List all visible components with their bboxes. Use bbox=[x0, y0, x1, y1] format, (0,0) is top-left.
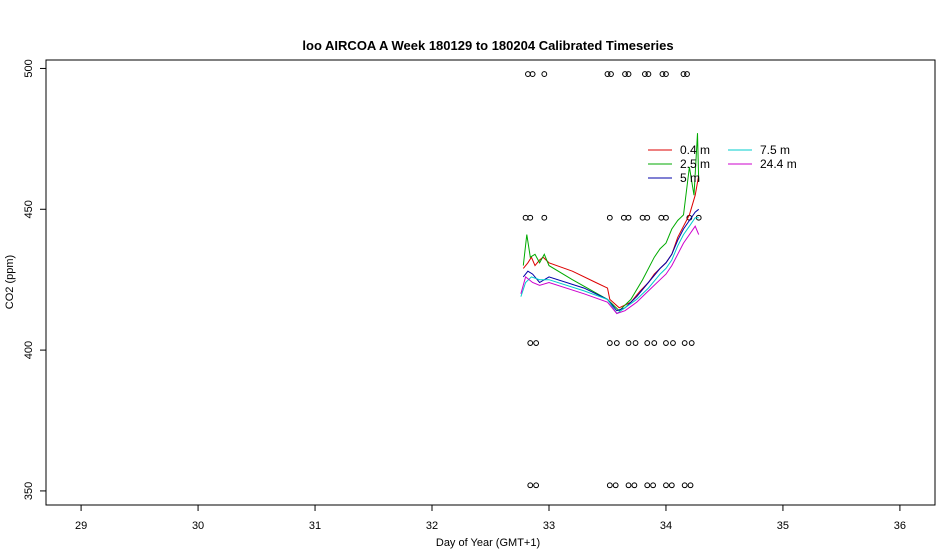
marker-point bbox=[625, 71, 632, 77]
x-tick-label: 36 bbox=[894, 520, 906, 532]
marker-point bbox=[644, 214, 651, 221]
legend: 0.4 m2.5 m5 m 7.5 m24.4 m bbox=[648, 143, 797, 185]
y-tick-label: 450 bbox=[23, 200, 35, 218]
marker-point bbox=[651, 340, 658, 346]
y-tick-label: 400 bbox=[23, 341, 35, 359]
marker-point bbox=[650, 482, 656, 489]
x-tick-label: 33 bbox=[543, 520, 555, 532]
legend-label: 24.4 m bbox=[760, 157, 797, 171]
marker-point bbox=[522, 214, 529, 221]
y-tick-label: 500 bbox=[23, 59, 35, 77]
x-tick-label: 34 bbox=[660, 520, 672, 532]
series-line bbox=[522, 175, 700, 309]
marker-point bbox=[663, 214, 669, 221]
marker-point bbox=[670, 340, 676, 346]
series-line bbox=[520, 225, 700, 315]
x-tick-label: 35 bbox=[777, 520, 789, 532]
marker-point bbox=[541, 214, 548, 221]
marker-point bbox=[527, 482, 534, 489]
marker-point bbox=[663, 71, 669, 77]
marker-point bbox=[680, 71, 687, 77]
marker-point bbox=[527, 340, 534, 346]
marker-point bbox=[668, 482, 675, 489]
marker-point bbox=[625, 214, 632, 221]
marker-point bbox=[529, 71, 536, 77]
legend-label: 2.5 m bbox=[680, 157, 710, 171]
chart-title: loo AIRCOA A Week 180129 to 180204 Calib… bbox=[302, 38, 673, 53]
marker-layer bbox=[522, 71, 702, 489]
marker-point bbox=[608, 71, 614, 77]
marker-point bbox=[541, 71, 548, 77]
marker-point bbox=[631, 482, 638, 489]
marker-point bbox=[687, 482, 694, 489]
marker-point bbox=[625, 482, 632, 489]
marker-point bbox=[659, 71, 666, 77]
series-line bbox=[522, 208, 700, 312]
series-line bbox=[522, 133, 700, 312]
marker-point bbox=[606, 214, 613, 221]
marker-point bbox=[606, 340, 613, 346]
x-axis: 29 30 31 32 33 34 35 36 bbox=[75, 505, 906, 532]
legend-label: 5 m bbox=[680, 171, 700, 185]
plot-frame bbox=[45, 59, 936, 506]
legend-label: 7.5 m bbox=[760, 143, 790, 157]
x-tick-label: 31 bbox=[309, 520, 321, 532]
marker-point bbox=[639, 214, 646, 221]
marker-point bbox=[625, 340, 632, 346]
marker-point bbox=[663, 340, 669, 346]
marker-point bbox=[533, 340, 540, 346]
series-layer bbox=[520, 133, 700, 315]
y-axis-label: CO2 (ppm) bbox=[4, 255, 16, 309]
marker-point bbox=[527, 214, 534, 221]
marker-point bbox=[612, 482, 619, 489]
x-tick-label: 32 bbox=[426, 520, 438, 532]
marker-point bbox=[606, 482, 613, 489]
marker-point bbox=[644, 482, 651, 489]
x-tick-label: 30 bbox=[192, 520, 204, 532]
marker-point bbox=[684, 71, 690, 77]
marker-point bbox=[688, 340, 695, 346]
y-tick-label: 350 bbox=[23, 482, 35, 500]
marker-point bbox=[533, 482, 540, 489]
x-tick-label: 29 bbox=[75, 520, 87, 532]
marker-point bbox=[681, 340, 688, 346]
marker-point bbox=[622, 71, 628, 77]
marker-point bbox=[663, 482, 669, 489]
marker-point bbox=[620, 214, 627, 221]
marker-point bbox=[658, 214, 665, 221]
marker-point bbox=[613, 340, 620, 346]
marker-point bbox=[642, 71, 648, 77]
marker-point bbox=[644, 340, 651, 346]
marker-point bbox=[681, 482, 688, 489]
y-axis: 350 400 450 500 bbox=[23, 59, 46, 500]
marker-point bbox=[604, 71, 611, 77]
marker-point bbox=[525, 71, 531, 77]
x-axis-label: Day of Year (GMT+1) bbox=[436, 537, 540, 549]
series-line bbox=[520, 217, 699, 315]
marker-point bbox=[632, 340, 639, 346]
marker-point bbox=[645, 71, 652, 77]
legend-label: 0.4 m bbox=[680, 143, 710, 157]
